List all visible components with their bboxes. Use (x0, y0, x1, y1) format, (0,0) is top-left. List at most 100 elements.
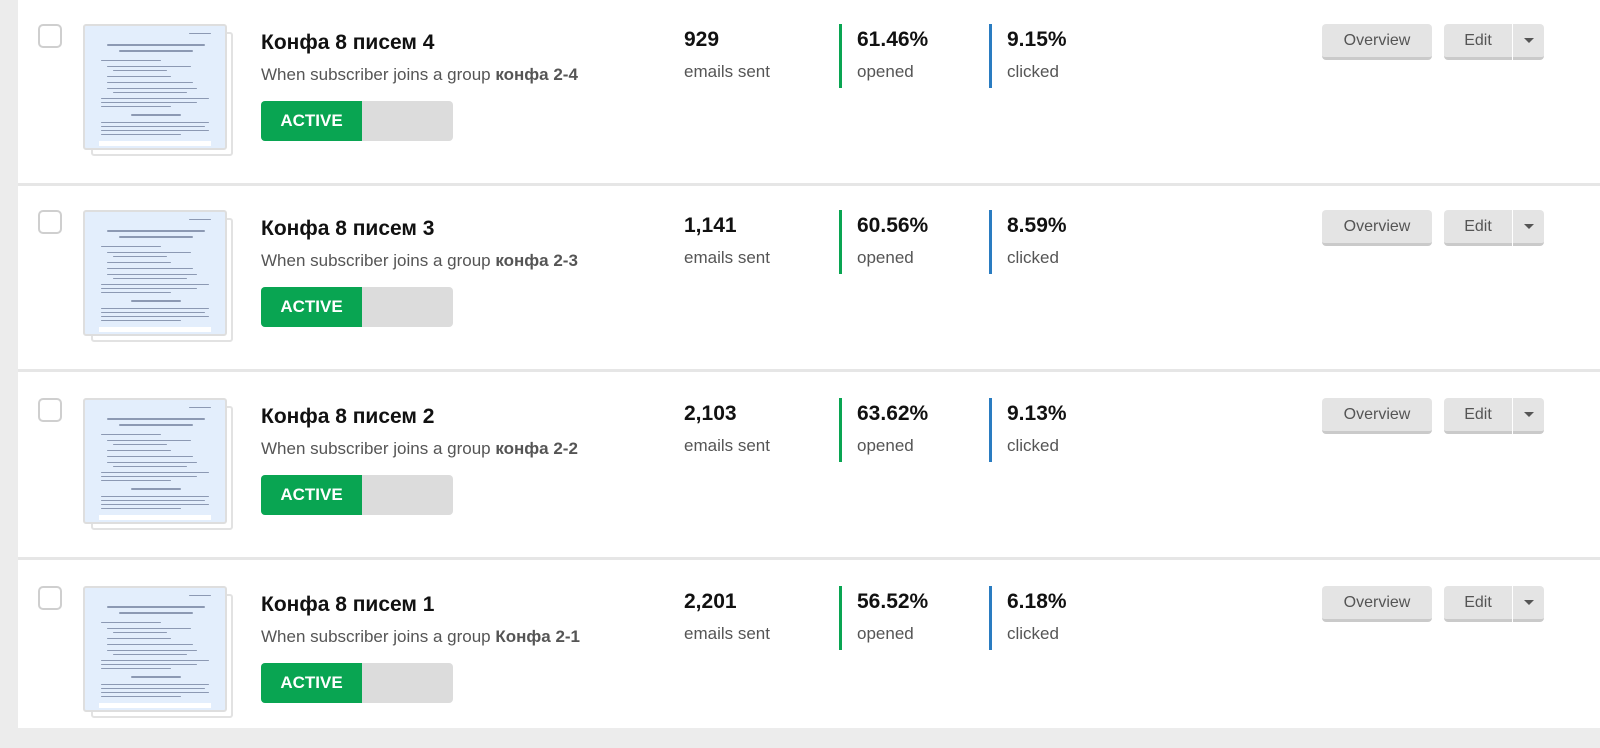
trigger-prefix: When subscriber joins a group (261, 65, 491, 84)
automation-row: Конфа 8 писем 2 When subscriber joins a … (18, 374, 1600, 560)
automation-title[interactable]: Конфа 8 писем 3 (261, 217, 435, 240)
automation-list: Конфа 8 писем 4 When subscriber joins a … (18, 0, 1600, 728)
emails-sent-value: 2,201 (684, 590, 737, 613)
automation-title[interactable]: Конфа 8 писем 4 (261, 31, 435, 54)
stat-opened: 60.56% opened (839, 210, 929, 274)
clicked-value: 9.13% (1007, 402, 1067, 425)
caret-down-icon (1523, 224, 1534, 230)
edit-button[interactable]: Edit (1444, 24, 1512, 60)
stat-emails-sent: 929 emails sent (684, 28, 770, 82)
email-thumbnail[interactable] (83, 398, 235, 532)
trigger-prefix: When subscriber joins a group (261, 251, 491, 270)
row-checkbox[interactable] (38, 24, 62, 48)
row-checkbox[interactable] (38, 398, 62, 422)
email-thumbnail[interactable] (83, 24, 235, 158)
thumbnail-preview (83, 398, 227, 524)
thumbnail-preview (83, 586, 227, 712)
emails-sent-value: 2,103 (684, 402, 737, 425)
automation-title[interactable]: Конфа 8 писем 2 (261, 405, 435, 428)
opened-indicator-bar (839, 24, 842, 88)
automation-trigger: When subscriber joins a group Конфа 2-1 (261, 627, 580, 647)
opened-value: 61.46% (857, 28, 929, 51)
clicked-value: 9.15% (1007, 28, 1067, 51)
status-active-label: ACTIVE (261, 287, 362, 327)
status-active-label: ACTIVE (261, 475, 362, 515)
opened-label: opened (857, 624, 914, 643)
status-toggle[interactable]: ACTIVE (261, 663, 453, 703)
stat-clicked: 9.15% clicked (989, 24, 1067, 88)
stat-opened: 63.62% opened (839, 398, 929, 462)
opened-indicator-bar (839, 398, 842, 462)
clicked-indicator-bar (989, 586, 992, 650)
automation-trigger: When subscriber joins a group конфа 2-4 (261, 65, 578, 85)
overview-button[interactable]: Overview (1322, 586, 1432, 622)
opened-value: 56.52% (857, 590, 929, 613)
clicked-value: 6.18% (1007, 590, 1067, 613)
edit-dropdown-button[interactable] (1513, 210, 1544, 246)
opened-label: opened (857, 436, 914, 455)
opened-indicator-bar (839, 586, 842, 650)
overview-button[interactable]: Overview (1322, 210, 1432, 246)
status-active-label: ACTIVE (261, 663, 362, 703)
stat-emails-sent: 1,141 emails sent (684, 214, 770, 268)
overview-button[interactable]: Overview (1322, 398, 1432, 434)
clicked-indicator-bar (989, 398, 992, 462)
thumbnail-preview (83, 210, 227, 336)
caret-down-icon (1523, 412, 1534, 418)
automation-trigger: When subscriber joins a group конфа 2-3 (261, 251, 578, 271)
automation-row: Конфа 8 писем 4 When subscriber joins a … (18, 0, 1600, 186)
edit-dropdown-button[interactable] (1513, 24, 1544, 60)
opened-value: 60.56% (857, 214, 929, 237)
emails-sent-label: emails sent (684, 624, 770, 643)
automation-row: Конфа 8 писем 1 When subscriber joins a … (18, 562, 1600, 748)
stat-emails-sent: 2,103 emails sent (684, 402, 770, 456)
edit-button[interactable]: Edit (1444, 398, 1512, 434)
email-thumbnail[interactable] (83, 210, 235, 344)
automation-title[interactable]: Конфа 8 писем 1 (261, 593, 435, 616)
status-toggle[interactable]: ACTIVE (261, 287, 453, 327)
edit-button[interactable]: Edit (1444, 586, 1512, 622)
automation-trigger: When subscriber joins a group конфа 2-2 (261, 439, 578, 459)
clicked-label: clicked (1007, 624, 1059, 643)
emails-sent-label: emails sent (684, 62, 770, 81)
edit-button[interactable]: Edit (1444, 210, 1512, 246)
stat-clicked: 6.18% clicked (989, 586, 1067, 650)
trigger-prefix: When subscriber joins a group (261, 627, 491, 646)
clicked-label: clicked (1007, 436, 1059, 455)
stat-clicked: 8.59% clicked (989, 210, 1067, 274)
stat-emails-sent: 2,201 emails sent (684, 590, 770, 644)
emails-sent-value: 929 (684, 28, 720, 51)
overview-button[interactable]: Overview (1322, 24, 1432, 60)
stat-opened: 61.46% opened (839, 24, 929, 88)
opened-indicator-bar (839, 210, 842, 274)
trigger-group: Конфа 2-1 (495, 627, 581, 646)
clicked-indicator-bar (989, 24, 992, 88)
emails-sent-label: emails sent (684, 248, 770, 267)
status-toggle[interactable]: ACTIVE (261, 101, 453, 141)
emails-sent-value: 1,141 (684, 214, 737, 237)
edit-dropdown-button[interactable] (1513, 398, 1544, 434)
clicked-label: clicked (1007, 248, 1059, 267)
email-thumbnail[interactable] (83, 586, 235, 720)
trigger-group: конфа 2-2 (495, 439, 578, 458)
status-active-label: ACTIVE (261, 101, 362, 141)
stat-clicked: 9.13% clicked (989, 398, 1067, 462)
clicked-label: clicked (1007, 62, 1059, 81)
trigger-prefix: When subscriber joins a group (261, 439, 491, 458)
row-checkbox[interactable] (38, 586, 62, 610)
emails-sent-label: emails sent (684, 436, 770, 455)
thumbnail-preview (83, 24, 227, 150)
clicked-value: 8.59% (1007, 214, 1067, 237)
automation-row: Конфа 8 писем 3 When subscriber joins a … (18, 186, 1600, 372)
trigger-group: конфа 2-4 (495, 65, 578, 84)
caret-down-icon (1523, 38, 1534, 44)
opened-value: 63.62% (857, 402, 929, 425)
stat-opened: 56.52% opened (839, 586, 929, 650)
edit-dropdown-button[interactable] (1513, 586, 1544, 622)
clicked-indicator-bar (989, 210, 992, 274)
trigger-group: конфа 2-3 (495, 251, 578, 270)
status-toggle[interactable]: ACTIVE (261, 475, 453, 515)
caret-down-icon (1523, 600, 1534, 606)
row-checkbox[interactable] (38, 210, 62, 234)
opened-label: opened (857, 62, 914, 81)
